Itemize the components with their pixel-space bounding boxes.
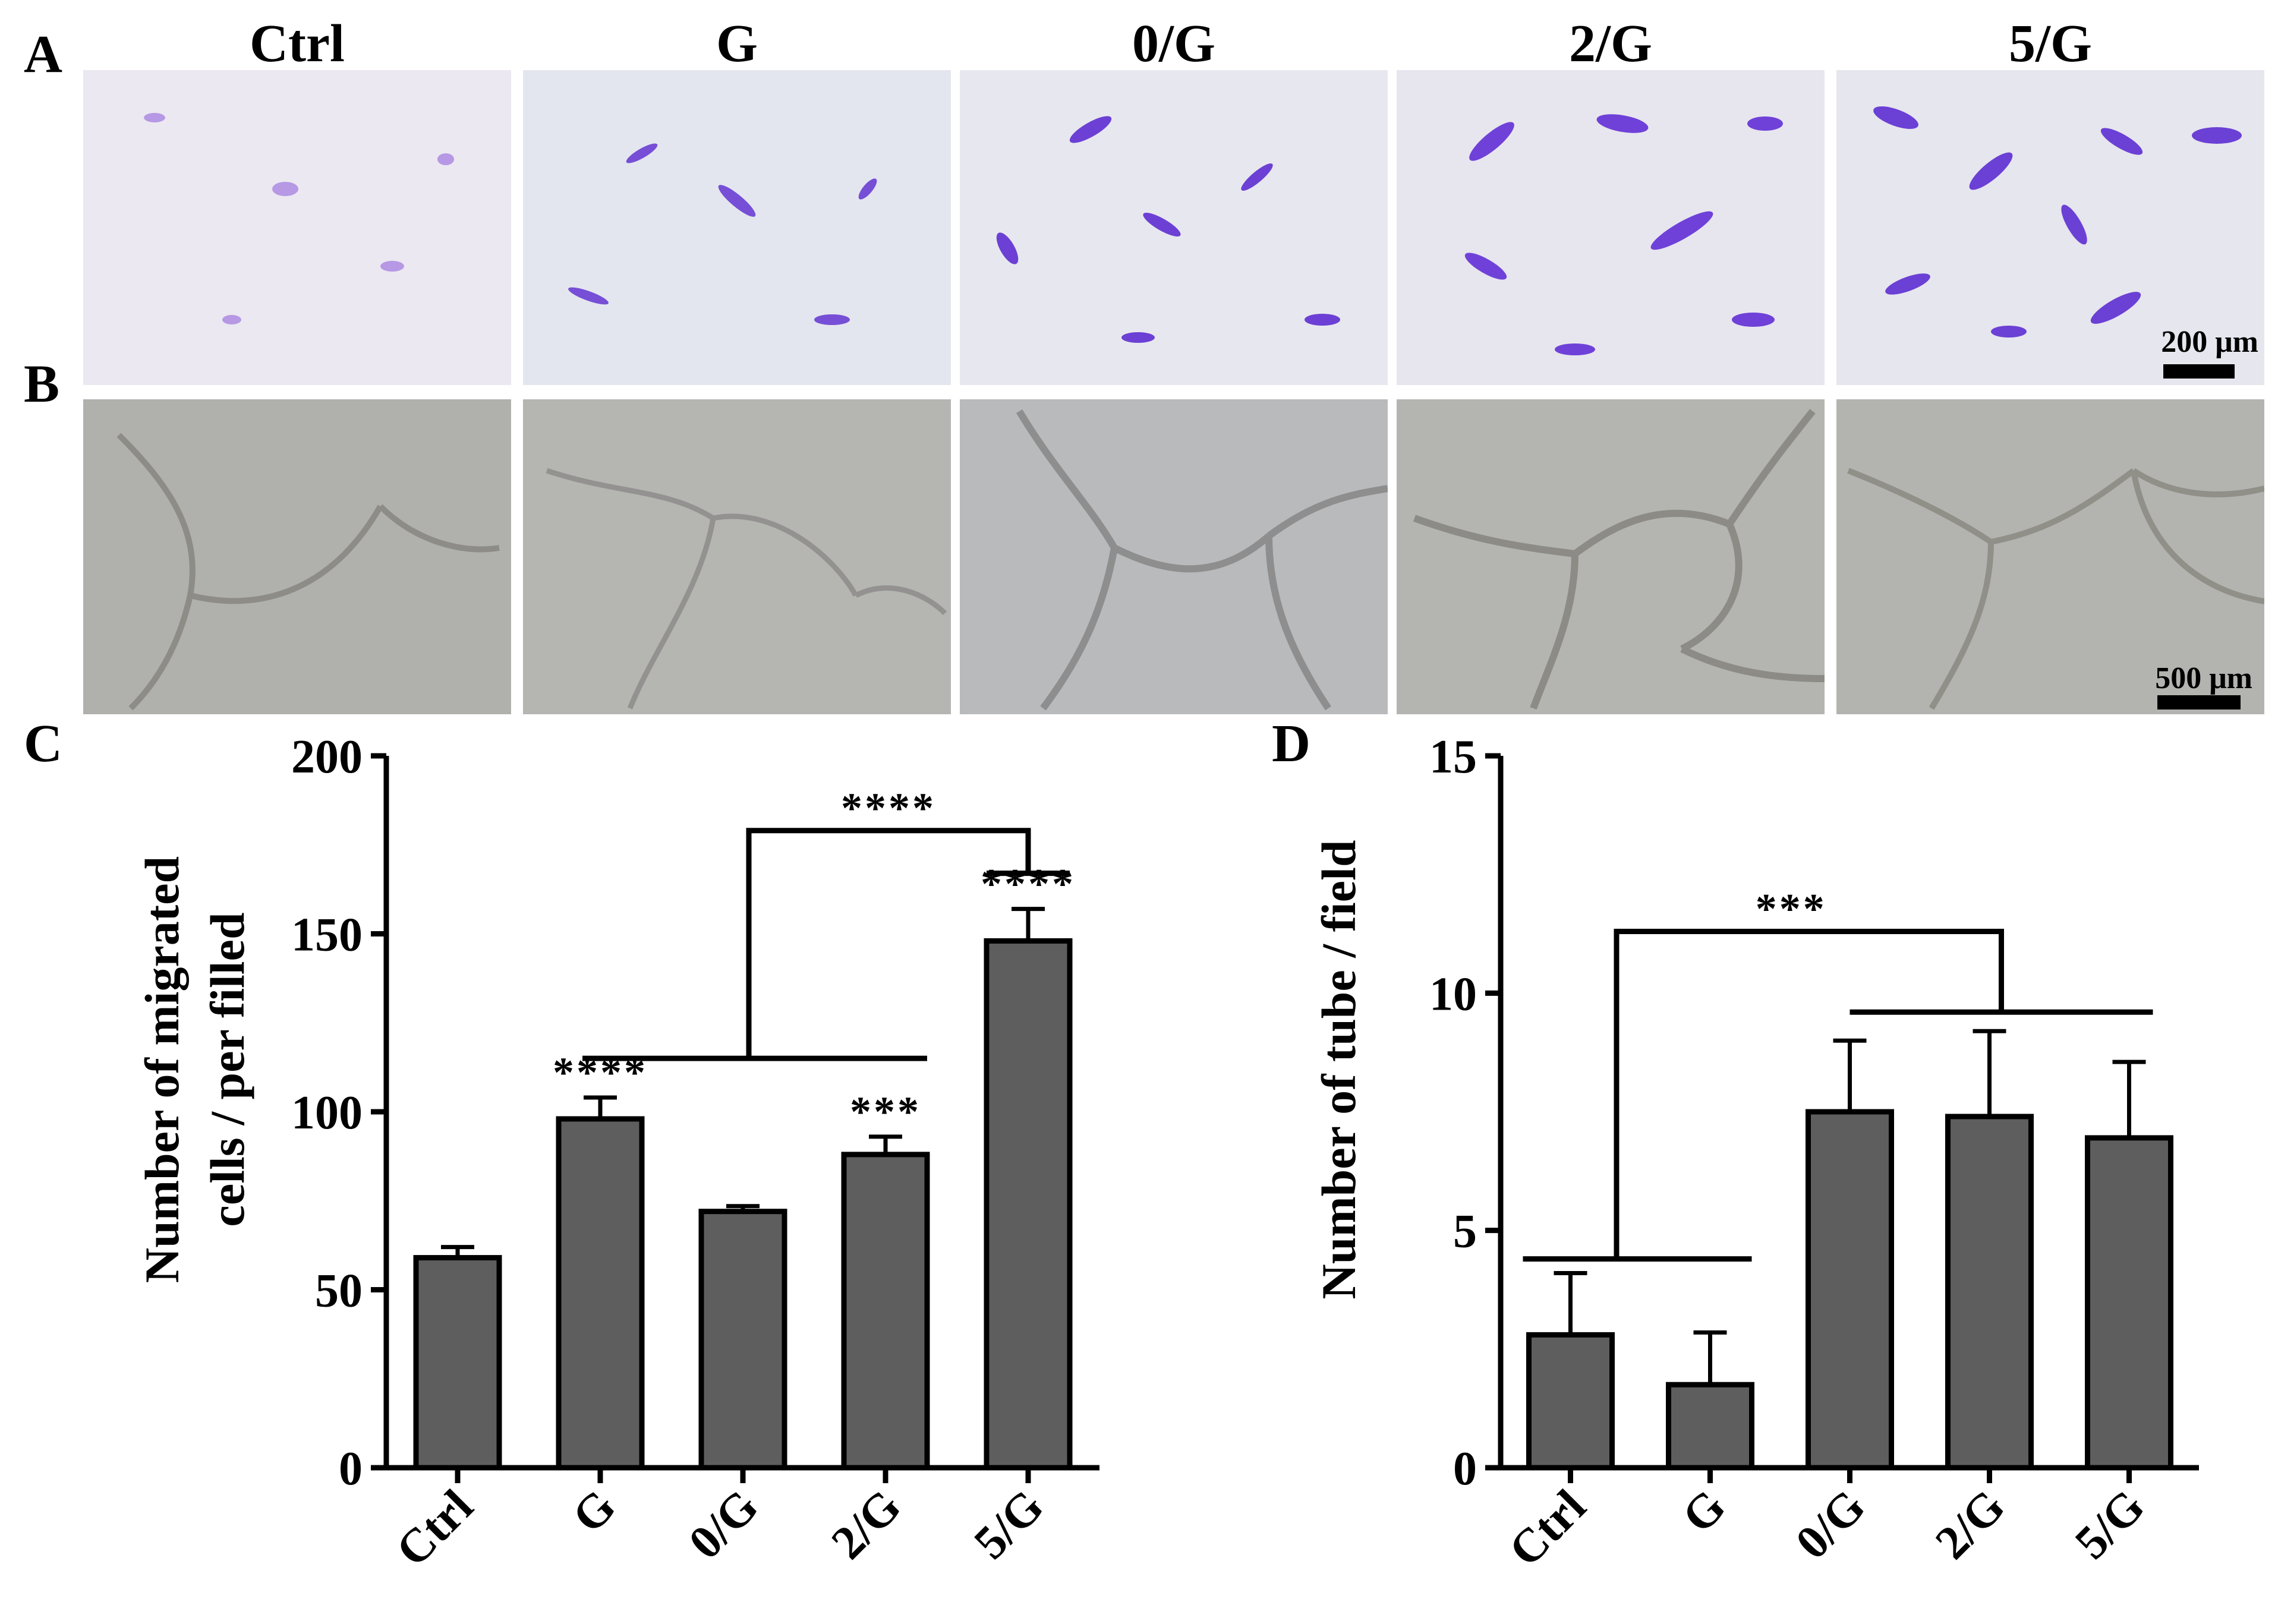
y-tick-label: 0	[339, 1443, 363, 1495]
panel-letter-c: C	[24, 714, 62, 773]
panel-letter-b: B	[24, 355, 60, 414]
bar	[1806, 1109, 1894, 1471]
micrograph-migration-g	[523, 70, 951, 385]
x-tick-label: 2/G	[822, 1480, 911, 1569]
bar	[2085, 1135, 2173, 1471]
y-axis-label: Number of tube / field	[1312, 840, 1366, 1300]
bar	[556, 1116, 645, 1471]
x-tick-label: 2/G	[1926, 1480, 2015, 1569]
significance-label: ***	[850, 1088, 921, 1136]
micrograph-migration-5g: 200 μm	[1836, 70, 2264, 385]
bar	[1666, 1382, 1754, 1471]
panel-letter-a: A	[24, 25, 62, 84]
micrograph-tube-ctrl	[83, 399, 511, 714]
bar	[841, 1152, 930, 1471]
column-label-g: G	[716, 14, 758, 73]
x-tick-label: 0/G	[1786, 1480, 1875, 1569]
scalebar-b	[2157, 695, 2241, 709]
scalebar-label-a: 200 μm	[2161, 325, 2258, 359]
x-tick-label: G	[1672, 1480, 1735, 1543]
significance-bracket	[746, 828, 1031, 1059]
x-tick-label: 5/G	[965, 1480, 1054, 1569]
micrograph-tube-5g: 500 μm	[1836, 399, 2264, 714]
column-label-5g: 5/G	[2008, 14, 2092, 73]
micrograph-tube-0g	[960, 399, 1388, 714]
y-tick-label: 150	[291, 909, 363, 961]
x-tick-label: G	[562, 1480, 625, 1543]
x-tick-label: 0/G	[679, 1480, 768, 1569]
y-axis-label-line2: cells / per filled	[200, 912, 254, 1226]
bar	[413, 1255, 502, 1471]
panel-letter-d: D	[1272, 714, 1310, 773]
scalebar-label-b: 500 μm	[2155, 661, 2252, 695]
bar	[984, 938, 1073, 1471]
x-tick-label: Ctrl	[386, 1480, 483, 1577]
micrograph-migration-0g	[960, 70, 1388, 385]
micrograph-tube-2g	[1397, 399, 1825, 714]
micrograph-migration-ctrl	[83, 70, 511, 385]
y-tick-label: 5	[1453, 1206, 1477, 1258]
y-axis-label-line1: Number of migrated	[135, 856, 189, 1283]
micrograph-migration-2g	[1397, 70, 1825, 385]
significance-bracket-label: ***	[1756, 885, 1827, 933]
y-tick-label: 10	[1429, 968, 1477, 1020]
y-tick-label: 200	[291, 731, 363, 783]
significance-bracket	[1614, 929, 2004, 1259]
x-tick-label: 5/G	[2065, 1480, 2154, 1569]
bar	[1526, 1332, 1615, 1471]
bar-chart-migrated-cells: Number of migrated cells / per filled 0 5…	[135, 731, 1099, 1577]
bar	[1945, 1114, 2034, 1471]
micrograph-tube-g	[523, 399, 951, 714]
column-label-2g: 2/G	[1568, 14, 1652, 73]
column-label-0g: 0/G	[1132, 14, 1215, 73]
y-tick-label: 100	[291, 1087, 363, 1139]
x-tick-label: Ctrl	[1499, 1480, 1596, 1577]
scalebar-a	[2163, 364, 2235, 379]
y-tick-label: 15	[1429, 731, 1477, 783]
bar-chart-tube-count: Number of tube / field 0 5 10 15 Ctrl G 0/G 2/G…	[1312, 731, 2199, 1577]
y-tick-label: 0	[1453, 1443, 1477, 1495]
column-label-ctrl: Ctrl	[250, 14, 345, 73]
bar	[698, 1209, 787, 1471]
significance-bracket-label: ****	[841, 784, 936, 832]
y-tick-label: 50	[315, 1265, 363, 1317]
